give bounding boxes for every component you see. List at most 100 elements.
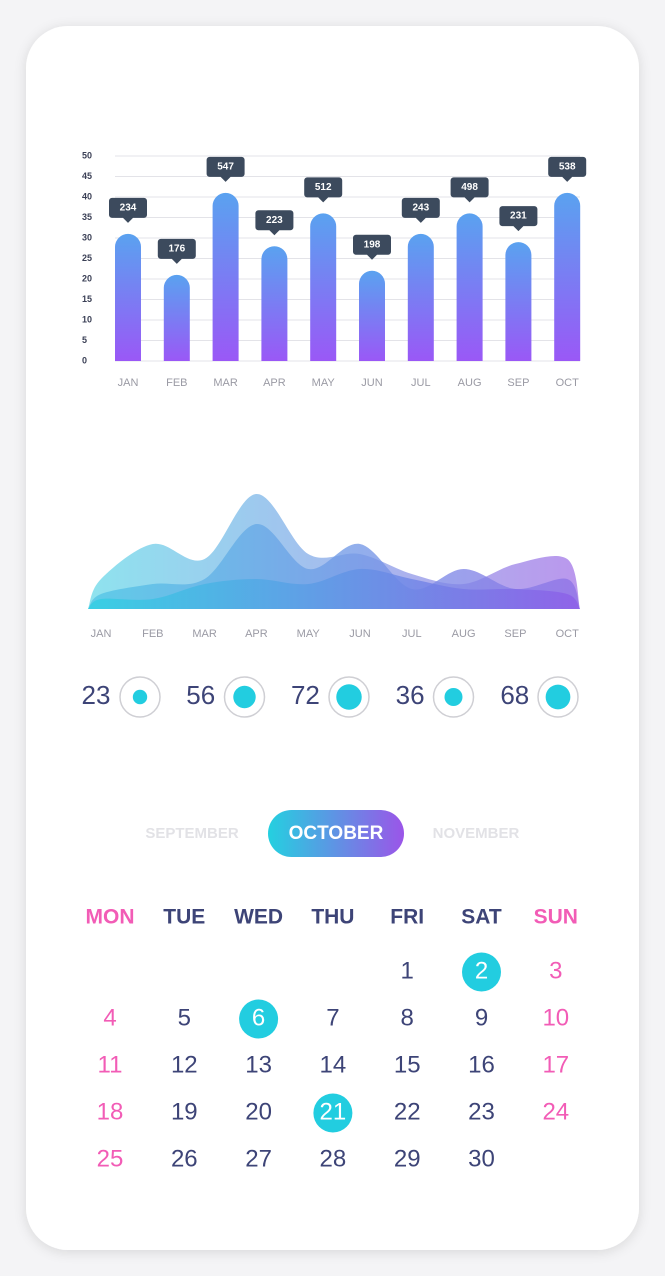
day[interactable]: 26	[171, 1145, 198, 1172]
y-tick-label: 50	[82, 150, 92, 160]
callout	[157, 238, 196, 264]
callout	[304, 177, 343, 203]
x-tick-label: MAR	[192, 628, 217, 640]
day[interactable]: 16	[468, 1051, 495, 1078]
day[interactable]: 18	[97, 1098, 124, 1125]
bar	[261, 246, 288, 361]
callout	[450, 177, 489, 203]
day[interactable]: 8	[401, 1004, 414, 1031]
day[interactable]: 7	[326, 1004, 339, 1031]
callout	[109, 197, 147, 223]
gauge-value: 23	[82, 680, 111, 710]
callout-label: 234	[120, 203, 137, 214]
callout	[499, 206, 538, 232]
day[interactable]: 15	[394, 1051, 421, 1078]
gauge-value: 72	[291, 680, 320, 710]
callout-label: 498	[461, 182, 478, 193]
y-tick-label: 15	[82, 294, 92, 304]
day[interactable]: 24	[542, 1098, 569, 1125]
callout	[206, 156, 245, 182]
day-highlight	[239, 999, 279, 1039]
bar	[310, 213, 337, 361]
day[interactable]: 2	[475, 957, 488, 984]
day[interactable]: 3	[549, 957, 562, 984]
bar	[407, 233, 434, 361]
callout-label: 198	[364, 239, 381, 250]
day[interactable]: 22	[394, 1098, 421, 1125]
bar	[212, 192, 239, 361]
x-tick-label: JUL	[411, 377, 431, 389]
x-tick-label: SEP	[507, 377, 529, 389]
day[interactable]: 17	[542, 1051, 569, 1078]
y-tick-label: 30	[82, 232, 92, 242]
bar	[554, 192, 581, 361]
weekday: SUN	[534, 906, 578, 929]
month-pill	[268, 810, 404, 857]
callout-label: 231	[510, 211, 527, 222]
callout-label: 243	[412, 203, 429, 214]
day[interactable]: 12	[171, 1051, 198, 1078]
x-tick-label: MAR	[213, 377, 238, 389]
day[interactable]: 27	[245, 1145, 272, 1172]
day[interactable]: 23	[468, 1098, 495, 1125]
y-tick-label: 40	[82, 191, 92, 201]
x-tick-label: MAY	[312, 377, 336, 389]
day[interactable]: 5	[178, 1004, 191, 1031]
month-tab[interactable]: NOVEMBER	[433, 825, 520, 842]
gauge-dot	[444, 688, 463, 706]
callout	[548, 156, 587, 182]
gauge-dot	[336, 684, 362, 710]
x-tick-label: OCT	[556, 628, 580, 640]
weekday: FRI	[390, 906, 424, 929]
x-tick-label: AUG	[458, 377, 482, 389]
x-tick-label: APR	[263, 377, 286, 389]
day[interactable]: 29	[394, 1145, 421, 1172]
x-tick-label: JAN	[91, 628, 112, 640]
y-tick-label: 0	[82, 355, 87, 365]
x-tick-label: APR	[245, 628, 268, 640]
day[interactable]: 20	[245, 1098, 272, 1125]
y-tick-label: 10	[82, 314, 92, 324]
day[interactable]: 6	[252, 1004, 265, 1031]
day[interactable]: 10	[542, 1004, 569, 1031]
y-tick-label: 5	[82, 335, 87, 345]
gauge-value: 36	[396, 680, 425, 710]
callout	[255, 210, 294, 236]
callout-label: 547	[217, 162, 234, 173]
y-tick-label: 20	[82, 273, 92, 283]
day[interactable]: 19	[171, 1098, 198, 1125]
day-highlight	[462, 952, 501, 992]
area	[88, 568, 580, 609]
day[interactable]: 4	[103, 1004, 116, 1031]
weekday: WED	[234, 906, 283, 929]
x-tick-label: AUG	[452, 628, 476, 640]
x-tick-label: FEB	[166, 377, 187, 389]
day[interactable]: 11	[98, 1051, 123, 1078]
month-tab[interactable]: SEPTEMBER	[145, 825, 239, 842]
day[interactable]: 25	[97, 1145, 124, 1172]
callout-label: 223	[266, 215, 283, 226]
day[interactable]: 30	[468, 1145, 495, 1172]
x-tick-label: MAY	[297, 628, 321, 640]
weekday: THU	[311, 906, 354, 929]
x-tick-label: FEB	[142, 628, 163, 640]
month-tab[interactable]: OCTOBER	[289, 823, 384, 844]
weekday: MON	[86, 906, 135, 929]
day[interactable]: 14	[320, 1051, 347, 1078]
callout	[353, 234, 391, 260]
day[interactable]: 28	[320, 1145, 347, 1172]
day[interactable]: 13	[245, 1051, 272, 1078]
bar	[163, 274, 190, 361]
day[interactable]: 1	[401, 957, 414, 984]
bar	[115, 233, 141, 361]
day[interactable]: 21	[320, 1098, 347, 1125]
x-tick-label: SEP	[504, 628, 526, 640]
day[interactable]: 9	[475, 1004, 488, 1031]
weekday: SAT	[461, 906, 502, 929]
x-tick-label: JAN	[118, 377, 139, 389]
gauge-dot	[233, 685, 256, 709]
x-tick-label: OCT	[556, 377, 580, 389]
y-tick-label: 35	[82, 212, 92, 222]
callout-label: 176	[168, 244, 185, 255]
